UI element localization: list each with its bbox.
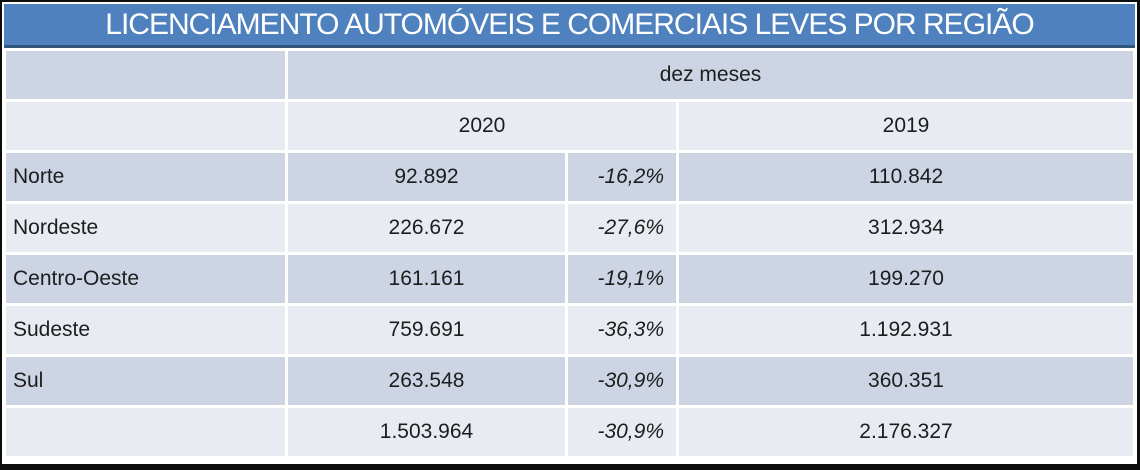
year-header-row: 2020 2019 <box>6 102 1133 150</box>
value-2020: 226.672 <box>288 204 565 252</box>
group-header-row: dez meses <box>6 51 1133 99</box>
value-2020: 161.161 <box>288 255 565 303</box>
period-header: dez meses <box>288 51 1133 99</box>
region-label: Nordeste <box>6 204 285 252</box>
total-value-2019: 2.176.327 <box>679 408 1133 456</box>
value-2020: 263.548 <box>288 357 565 405</box>
value-2019: 312.934 <box>679 204 1133 252</box>
total-label-empty <box>6 408 285 456</box>
table-row: Sul 263.548 -30,9% 360.351 <box>6 357 1133 405</box>
table-row: Norte 92.892 -16,2% 110.842 <box>6 153 1133 201</box>
table-title: LICENCIAMENTO AUTOMÓVEIS E COMERCIAIS LE… <box>4 4 1135 48</box>
year-header-2019: 2019 <box>679 102 1133 150</box>
corner-empty-cell <box>6 102 285 150</box>
value-2020: 759.691 <box>288 306 565 354</box>
variation-percent: -30,9% <box>568 357 676 405</box>
region-label: Sudeste <box>6 306 285 354</box>
region-label: Centro-Oeste <box>6 255 285 303</box>
table-row: Sudeste 759.691 -36,3% 1.192.931 <box>6 306 1133 354</box>
total-value-2020: 1.503.964 <box>288 408 565 456</box>
value-2020: 92.892 <box>288 153 565 201</box>
corner-empty-cell <box>6 51 285 99</box>
year-header-2020: 2020 <box>288 102 676 150</box>
value-2019: 199.270 <box>679 255 1133 303</box>
total-row: 1.503.964 -30,9% 2.176.327 <box>6 408 1133 456</box>
value-2019: 110.842 <box>679 153 1133 201</box>
variation-percent: -19,1% <box>568 255 676 303</box>
value-2019: 360.351 <box>679 357 1133 405</box>
value-2019: 1.192.931 <box>679 306 1133 354</box>
total-variation-percent: -30,9% <box>568 408 676 456</box>
variation-percent: -16,2% <box>568 153 676 201</box>
table-row: Nordeste 226.672 -27,6% 312.934 <box>6 204 1133 252</box>
region-label: Norte <box>6 153 285 201</box>
variation-percent: -27,6% <box>568 204 676 252</box>
region-label: Sul <box>6 357 285 405</box>
table-row: Centro-Oeste 161.161 -19,1% 199.270 <box>6 255 1133 303</box>
variation-percent: -36,3% <box>568 306 676 354</box>
licensing-table: dez meses 2020 2019 Norte 92.892 -16,2% … <box>3 48 1136 459</box>
